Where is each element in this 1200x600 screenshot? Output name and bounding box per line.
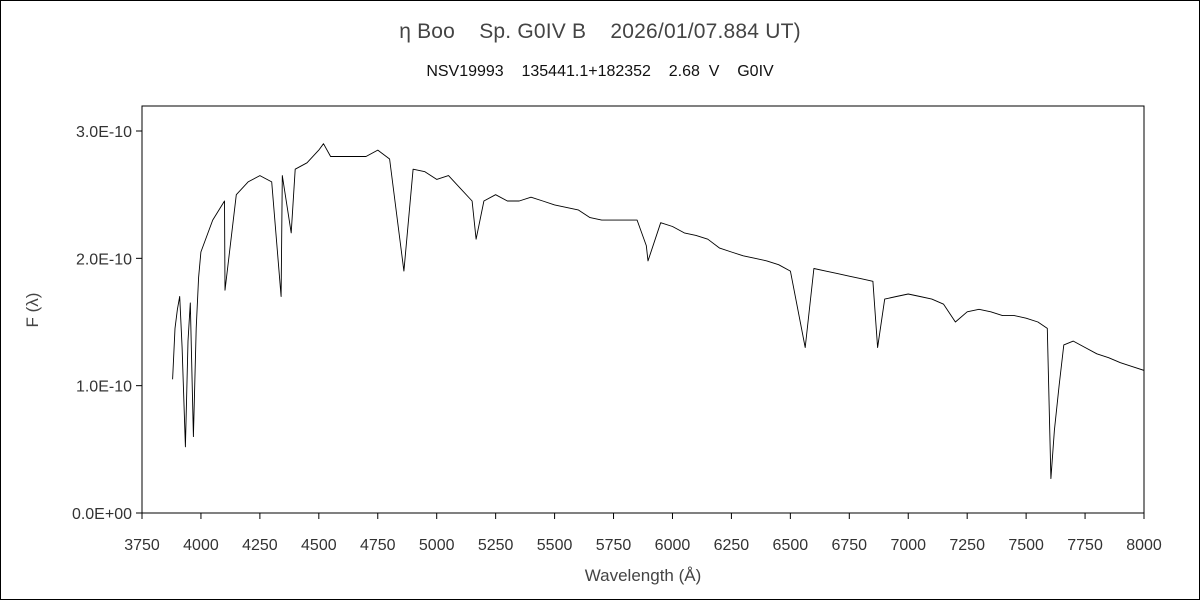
x-tick-label: 5000 xyxy=(419,537,455,554)
plot-area-border xyxy=(141,105,1145,514)
x-tick-label: 7000 xyxy=(890,537,926,554)
x-tick-label: 7250 xyxy=(949,537,985,554)
chart-subtitle: NSV19993 135441.1+182352 2.68 V G0IV xyxy=(426,63,774,80)
x-tick-label: 8000 xyxy=(1126,537,1162,554)
y-axis: 0.0E+00 1.0E-10 2.0E-10 3.0E-10 xyxy=(72,124,142,523)
y-tick-label: 3.0E-10 xyxy=(76,124,132,141)
x-tick-label: 5500 xyxy=(537,537,573,554)
x-tick-label: 5250 xyxy=(478,537,514,554)
x-axis: 3750 4000 4250 4500 4750 5000 5250 5500 5750 6000… xyxy=(124,513,1162,554)
x-tick-label: 6000 xyxy=(655,537,691,554)
y-tick-label: 1.0E-10 xyxy=(76,379,132,396)
x-tick-label: 3750 xyxy=(124,537,160,554)
x-tick-label: 6750 xyxy=(831,537,867,554)
x-tick-label: 7500 xyxy=(1008,537,1044,554)
x-tick-label: 5750 xyxy=(596,537,632,554)
x-axis-label: Wavelength (Å) xyxy=(585,566,702,585)
x-tick-label: 6500 xyxy=(773,537,809,554)
y-axis-label: F (λ) xyxy=(23,293,42,328)
spectrum-line xyxy=(172,143,1145,480)
x-tick-label: 4000 xyxy=(183,537,219,554)
x-tick-label: 6250 xyxy=(714,537,750,554)
series-group xyxy=(172,143,1145,480)
y-tick-label: 2.0E-10 xyxy=(76,251,132,268)
x-tick-label: 4750 xyxy=(360,537,396,554)
y-tick-label: 0.0E+00 xyxy=(72,506,132,523)
x-tick-label: 7750 xyxy=(1067,537,1103,554)
x-tick-label: 4250 xyxy=(242,537,278,554)
chart-title: η Boo Sp. G0IV B 2026/01/07.884 UT) xyxy=(399,20,801,43)
x-tick-label: 4500 xyxy=(301,537,337,554)
